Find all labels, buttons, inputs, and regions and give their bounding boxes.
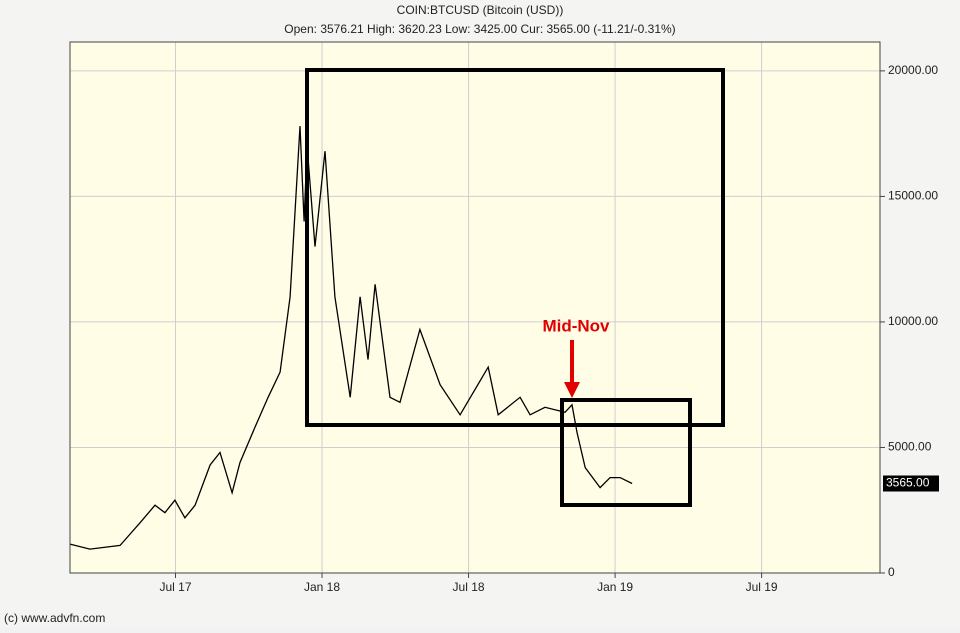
plot-border bbox=[69, 41, 881, 574]
current-price-box bbox=[883, 475, 939, 492]
arrow-head bbox=[564, 382, 580, 398]
highlight-box bbox=[560, 398, 692, 507]
x-tick-label: Jul 18 bbox=[453, 580, 485, 594]
marks: 3565.00 bbox=[69, 126, 939, 550]
annotation: Mid-Nov bbox=[542, 316, 610, 335]
y-tick-label: 10000.00 bbox=[888, 314, 938, 328]
y-tick-label: 15000.00 bbox=[888, 189, 938, 203]
price-line bbox=[69, 126, 633, 550]
x-tick-label: Jan 18 bbox=[304, 580, 340, 594]
source: (c) www.advfn.com bbox=[4, 611, 105, 625]
grid: 0 5000.00 10000.00 15000.00 20000.00 Jul 17 Ja… bbox=[70, 42, 938, 594]
y-tick-label: 5000.00 bbox=[888, 440, 932, 454]
y-tick-label: 20000.00 bbox=[888, 63, 938, 77]
x-tick-label: Jan 19 bbox=[597, 580, 633, 594]
y-tick-label: 0 bbox=[888, 565, 895, 579]
plot-area bbox=[70, 42, 880, 573]
chart-subtitle: Open: 3576.21 High: 3620.23 Low: 3425.00… bbox=[284, 22, 675, 36]
x-tick-label: Jul 17 bbox=[159, 580, 191, 594]
x-tick-label: Jul 19 bbox=[746, 580, 778, 594]
highlight-box bbox=[305, 68, 725, 427]
current-price-label: 3565.00 bbox=[886, 476, 930, 490]
chart-title: COIN:BTCUSD (Bitcoin (USD)) bbox=[397, 3, 564, 17]
